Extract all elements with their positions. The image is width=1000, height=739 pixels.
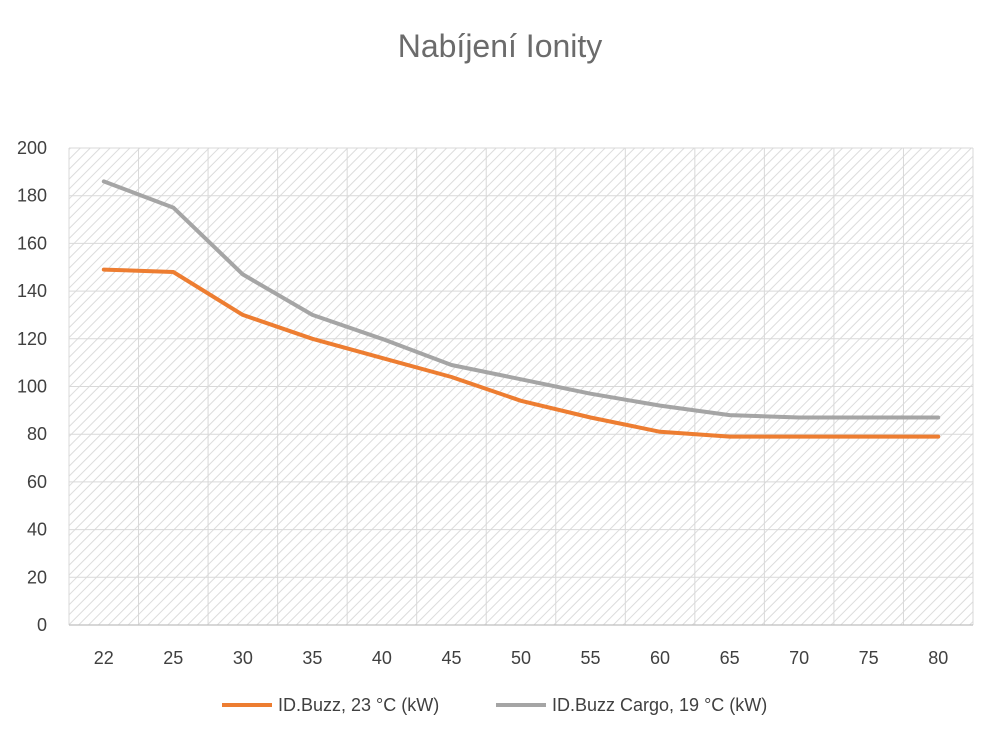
data-point-series-1: [449, 375, 453, 379]
data-point-series-1: [171, 270, 175, 274]
data-point-series-1: [867, 435, 871, 439]
data-point-series-1: [589, 416, 593, 420]
data-point-series-2: [658, 404, 662, 408]
x-tick-label: 60: [650, 648, 670, 668]
y-tick-label: 80: [27, 424, 47, 444]
y-tick-label: 20: [27, 567, 47, 587]
gridlines: [68, 147, 974, 626]
y-tick-label: 160: [17, 233, 47, 253]
data-point-series-1: [936, 435, 940, 439]
x-tick-label: 35: [302, 648, 322, 668]
data-point-series-2: [171, 206, 175, 210]
y-tick-label: 180: [17, 186, 47, 206]
x-tick-label: 22: [94, 648, 114, 668]
series-lines: [101, 179, 941, 439]
data-point-series-1: [658, 430, 662, 434]
data-point-series-2: [519, 377, 523, 381]
x-axis-ticks: 22 25 30 35 40 45 50 55 60 65 70 75 80: [94, 648, 948, 668]
x-tick-label: 25: [163, 648, 183, 668]
y-tick-label: 200: [17, 138, 47, 158]
legend-label-series-2: ID.Buzz Cargo, 19 °C (kW): [552, 695, 767, 715]
data-point-series-2: [867, 416, 871, 420]
x-tick-label: 80: [928, 648, 948, 668]
data-point-series-1: [380, 356, 384, 360]
data-point-series-2: [380, 337, 384, 341]
legend: ID.Buzz, 23 °C (kW) ID.Buzz Cargo, 19 °C…: [222, 695, 767, 715]
data-point-series-2: [797, 416, 801, 420]
x-tick-label: 30: [233, 648, 253, 668]
data-point-series-2: [449, 363, 453, 367]
x-tick-label: 65: [720, 648, 740, 668]
x-tick-label: 70: [789, 648, 809, 668]
x-tick-label: 75: [859, 648, 879, 668]
y-tick-label: 100: [17, 377, 47, 397]
y-axis-ticks: 0 20 40 60 80 100 120 140 160 180 200: [17, 138, 47, 635]
data-point-series-2: [310, 313, 314, 317]
x-tick-label: 40: [372, 648, 392, 668]
legend-label-series-1: ID.Buzz, 23 °C (kW): [278, 695, 439, 715]
data-point-series-2: [589, 392, 593, 396]
data-point-series-2: [102, 179, 106, 183]
data-point-series-1: [797, 435, 801, 439]
data-point-series-2: [936, 416, 940, 420]
y-tick-label: 120: [17, 329, 47, 349]
x-tick-label: 50: [511, 648, 531, 668]
x-tick-label: 55: [581, 648, 601, 668]
data-point-series-1: [241, 313, 245, 317]
y-tick-label: 40: [27, 520, 47, 540]
data-point-series-2: [728, 413, 732, 417]
y-tick-label: 60: [27, 472, 47, 492]
data-point-series-2: [241, 272, 245, 276]
y-tick-label: 0: [37, 615, 47, 635]
data-point-series-1: [102, 268, 106, 272]
y-tick-label: 140: [17, 281, 47, 301]
chart-title: Nabíjení Ionity: [398, 28, 603, 64]
data-point-series-1: [728, 435, 732, 439]
x-tick-label: 45: [441, 648, 461, 668]
data-point-series-1: [519, 399, 523, 403]
data-point-series-1: [310, 337, 314, 341]
